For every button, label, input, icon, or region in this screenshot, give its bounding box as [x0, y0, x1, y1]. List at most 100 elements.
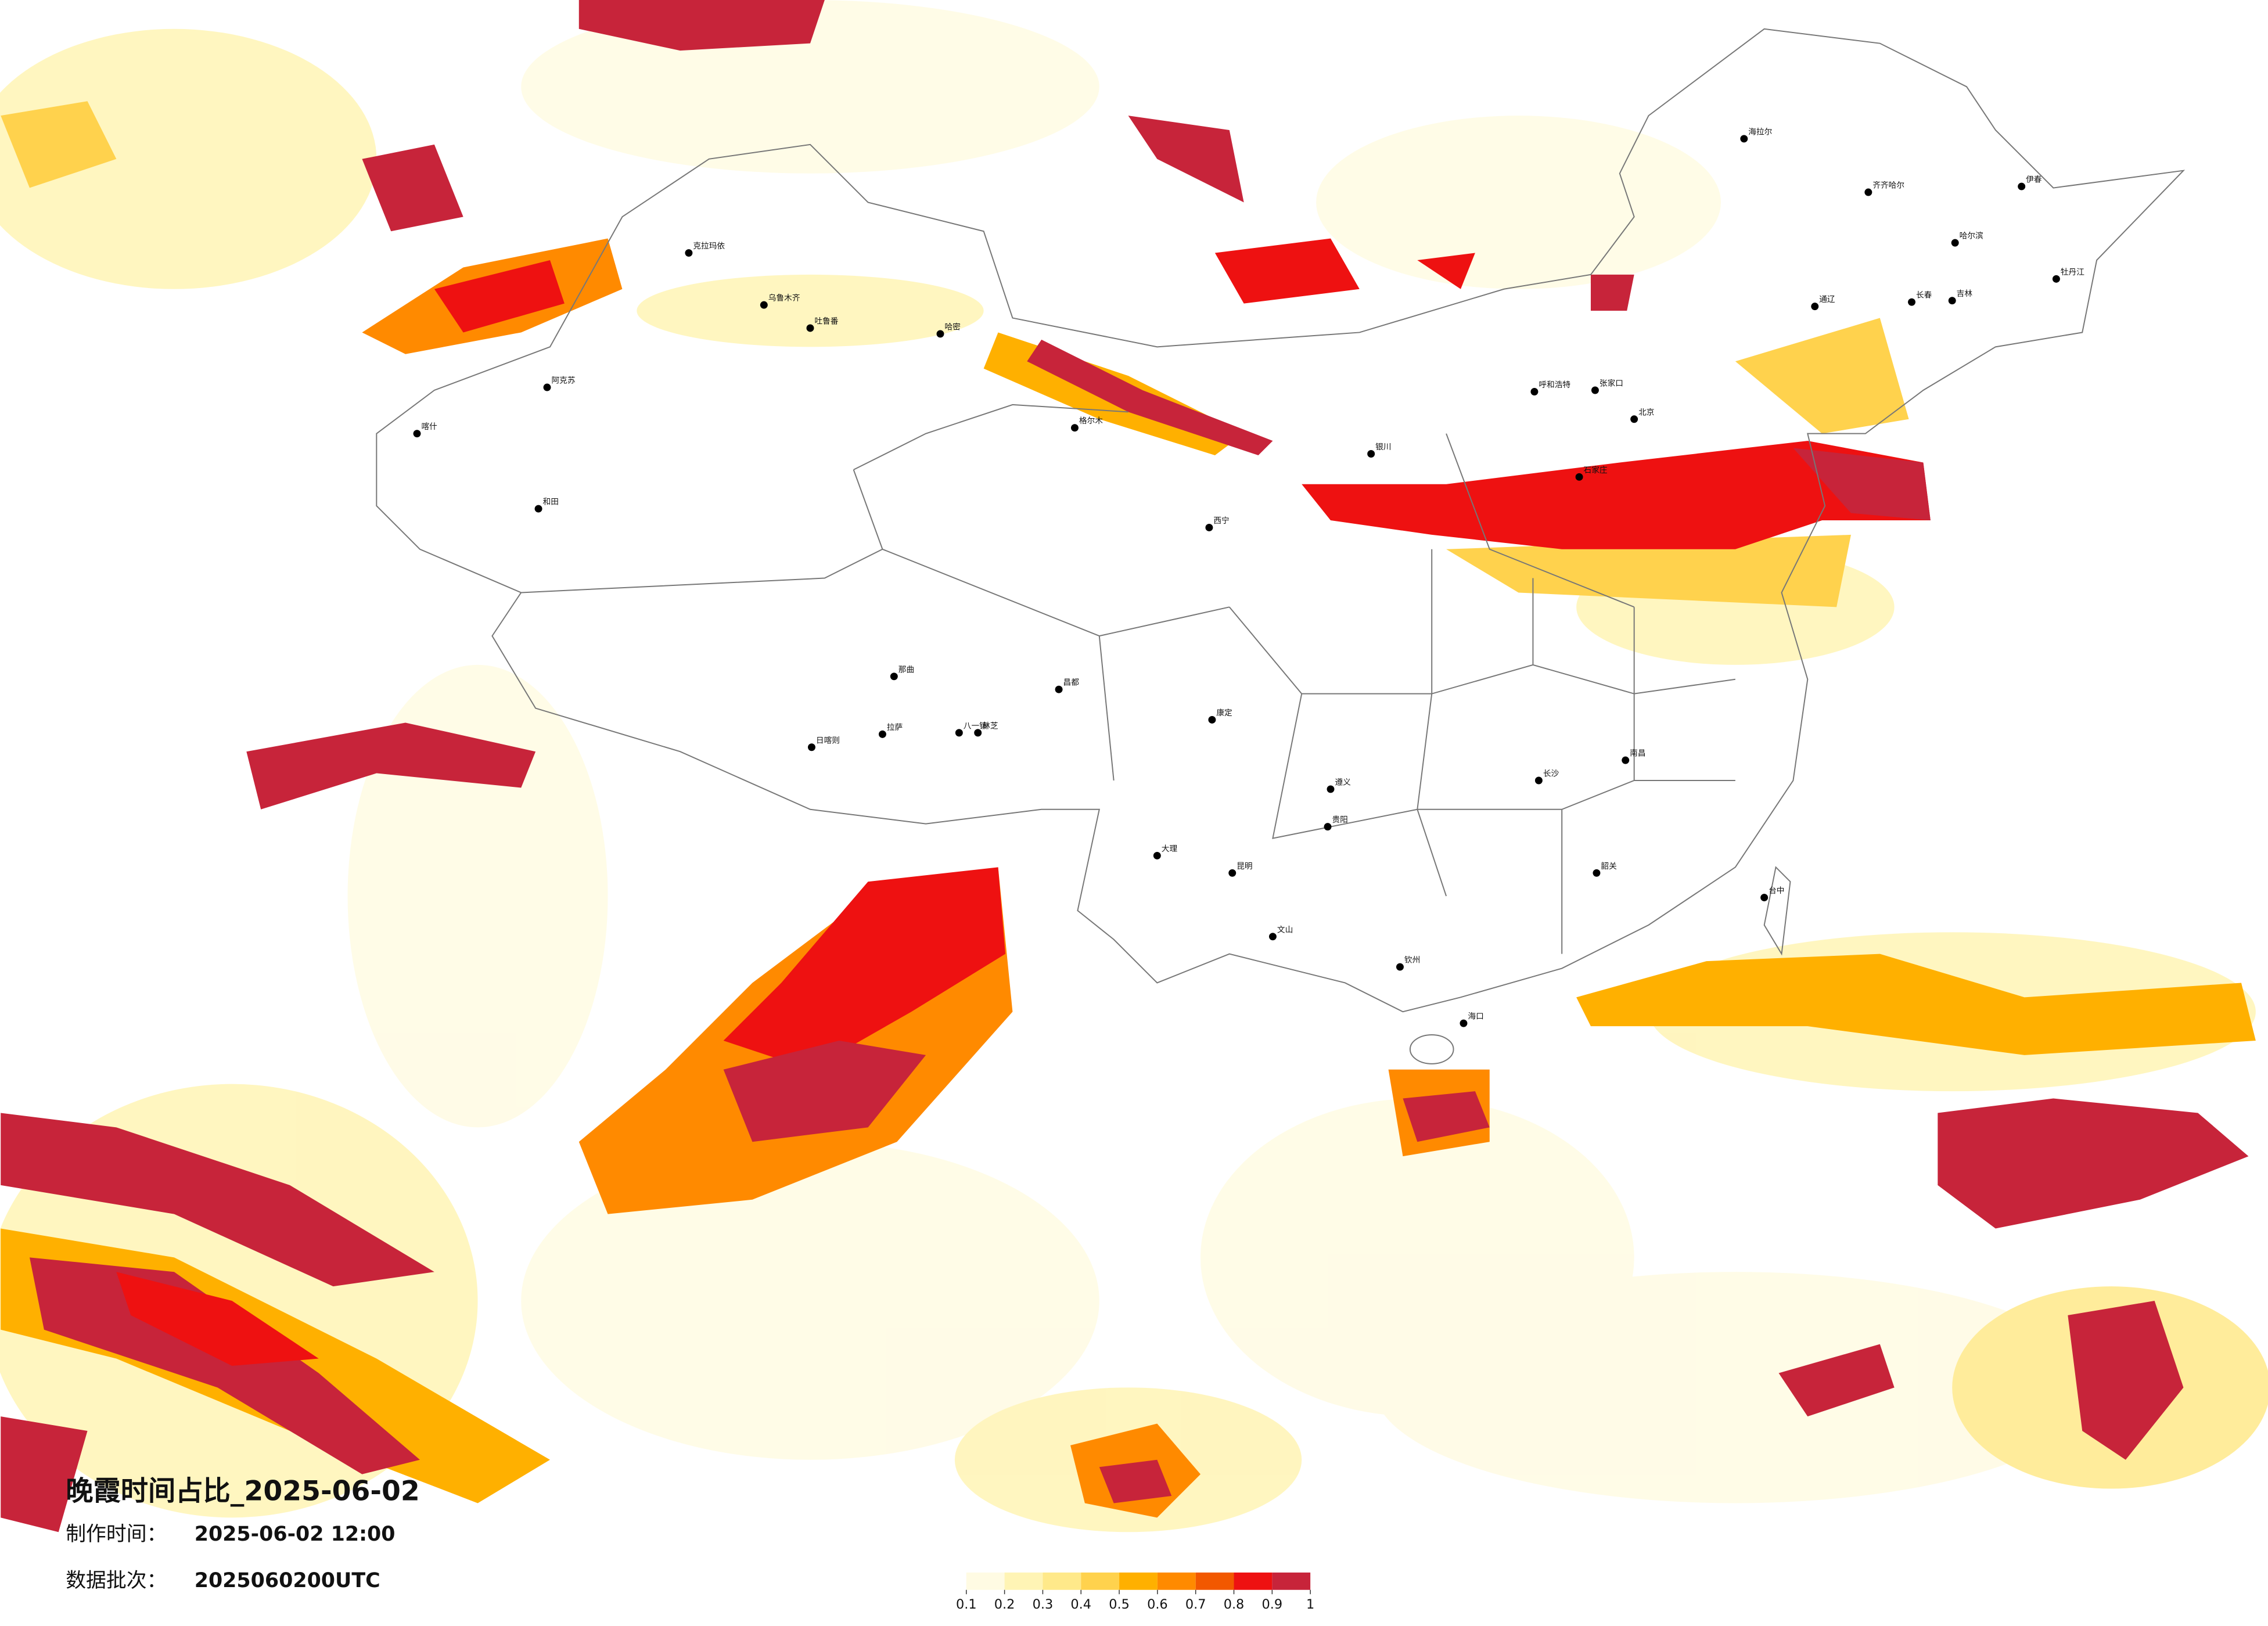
city-dot	[1055, 685, 1063, 693]
city-label: 海口	[1468, 1012, 1483, 1021]
city-dot	[1760, 894, 1769, 902]
city-dot	[1740, 135, 1748, 143]
city-dot	[2018, 182, 2026, 190]
city-dot	[2052, 275, 2060, 283]
city-dot	[1575, 473, 1583, 481]
city-dot	[1396, 963, 1404, 971]
legend-tick-label: 1	[1306, 1597, 1314, 1612]
city-dot	[1208, 715, 1216, 724]
city-label: 昌都	[1063, 678, 1080, 688]
city-label: 呼和浩特	[1539, 380, 1570, 390]
city-dot	[1630, 415, 1638, 423]
city-dot	[1534, 776, 1543, 785]
city-label: 张家口	[1600, 379, 1623, 388]
legend-swatch	[966, 1572, 1005, 1590]
made-time: 2025-06-02 12:00	[195, 1523, 396, 1546]
legend-tick-label: 0.6	[1147, 1597, 1168, 1612]
city-label: 哈尔滨	[1960, 232, 1983, 241]
city-dot	[413, 430, 421, 438]
city-label: 钦州	[1404, 956, 1420, 965]
city-label: 南昌	[1630, 749, 1645, 758]
city-label: 拉萨	[887, 723, 903, 732]
city-dot	[1530, 388, 1539, 395]
batch: 2025060200UTC	[195, 1569, 380, 1592]
legend-swatch	[1004, 1572, 1043, 1590]
city-label: 大理	[1162, 844, 1178, 854]
city-label: 克拉玛依	[693, 242, 725, 251]
city-dot	[1622, 756, 1630, 764]
city-label: 通辽	[1819, 295, 1835, 304]
city-label: 喀什	[421, 422, 437, 431]
city-label: 北京	[1638, 408, 1654, 417]
province-lines	[521, 404, 1736, 954]
legend-swatch	[1081, 1572, 1120, 1590]
legend-tick-label: 0.5	[1109, 1597, 1130, 1612]
map-title: 晚霞时间占比_2025-06-02	[66, 1475, 420, 1507]
city-label: 齐齐哈尔	[1872, 181, 1904, 190]
city-dot	[1460, 1019, 1468, 1027]
city-dot	[1908, 298, 1915, 306]
legend-swatch	[1119, 1572, 1158, 1590]
batch-label: 数据批次：	[66, 1569, 167, 1592]
city-label: 石家庄	[1584, 465, 1608, 475]
legend-tick-label: 0.8	[1224, 1597, 1245, 1612]
island-outline	[1409, 1034, 1454, 1064]
city-dot	[1951, 239, 1959, 247]
city-dot	[808, 743, 815, 751]
city-dot	[955, 729, 963, 737]
city-label: 吉林	[1957, 289, 1973, 298]
city-label: 韶关	[1601, 862, 1617, 871]
borders	[376, 28, 2186, 1064]
city-dot	[685, 249, 693, 257]
city-dot	[1593, 869, 1601, 877]
island-outline	[1763, 866, 1791, 956]
field-high	[1, 0, 2249, 1533]
city-dot	[1864, 188, 1872, 196]
city-dot	[1948, 297, 1956, 305]
city-label: 昆明	[1237, 862, 1252, 871]
city-label: 哈密	[944, 322, 961, 332]
city-label: 长沙	[1543, 769, 1559, 779]
city-label: 吐鲁番	[814, 317, 838, 326]
city-label: 康定	[1216, 708, 1232, 718]
legend-tick-label: 0.4	[1070, 1597, 1091, 1612]
legend-tick-label: 0.9	[1262, 1597, 1283, 1612]
city-label: 和田	[543, 498, 559, 507]
city-dot	[760, 301, 768, 309]
city-dot	[1205, 523, 1213, 531]
city-dot	[1591, 386, 1599, 394]
city-dot	[1327, 785, 1335, 793]
city-label: 格尔木	[1079, 416, 1103, 426]
city-label: 贵阳	[1332, 815, 1347, 825]
city-dot	[1811, 303, 1819, 311]
city-label: 海拉尔	[1748, 127, 1772, 136]
city-dot	[878, 730, 886, 738]
city-dot	[1070, 424, 1079, 432]
city-dot	[1153, 851, 1161, 859]
city-dot	[543, 383, 551, 391]
city-label: 八一镇	[964, 721, 987, 731]
legend-swatch	[1043, 1572, 1081, 1590]
city-dot	[1268, 933, 1277, 941]
made-label: 制作时间：	[66, 1523, 167, 1546]
legend-tick-label: 0.7	[1185, 1597, 1206, 1612]
city-dot	[534, 505, 542, 513]
legend: 0.1 0.2 0.3 0.4 0.5 0.6 0.7 0.8 0.9 1	[956, 1572, 1314, 1612]
city-label: 阿克苏	[551, 376, 575, 386]
legend-swatch	[1157, 1572, 1196, 1590]
city-label: 乌鲁木齐	[768, 294, 800, 303]
city-label: 西宁	[1213, 516, 1229, 526]
legend-tick-label: 0.1	[956, 1597, 977, 1612]
city-label: 文山	[1277, 925, 1293, 934]
legend-swatch	[1234, 1572, 1273, 1590]
city-label: 长春	[1916, 291, 1932, 300]
city-dot	[936, 330, 944, 338]
legend-swatch	[1195, 1572, 1234, 1590]
city-label: 银川	[1375, 443, 1391, 452]
city-dot	[1367, 450, 1375, 458]
city-label: 台中	[1769, 886, 1784, 895]
country-outline	[376, 28, 2186, 1013]
